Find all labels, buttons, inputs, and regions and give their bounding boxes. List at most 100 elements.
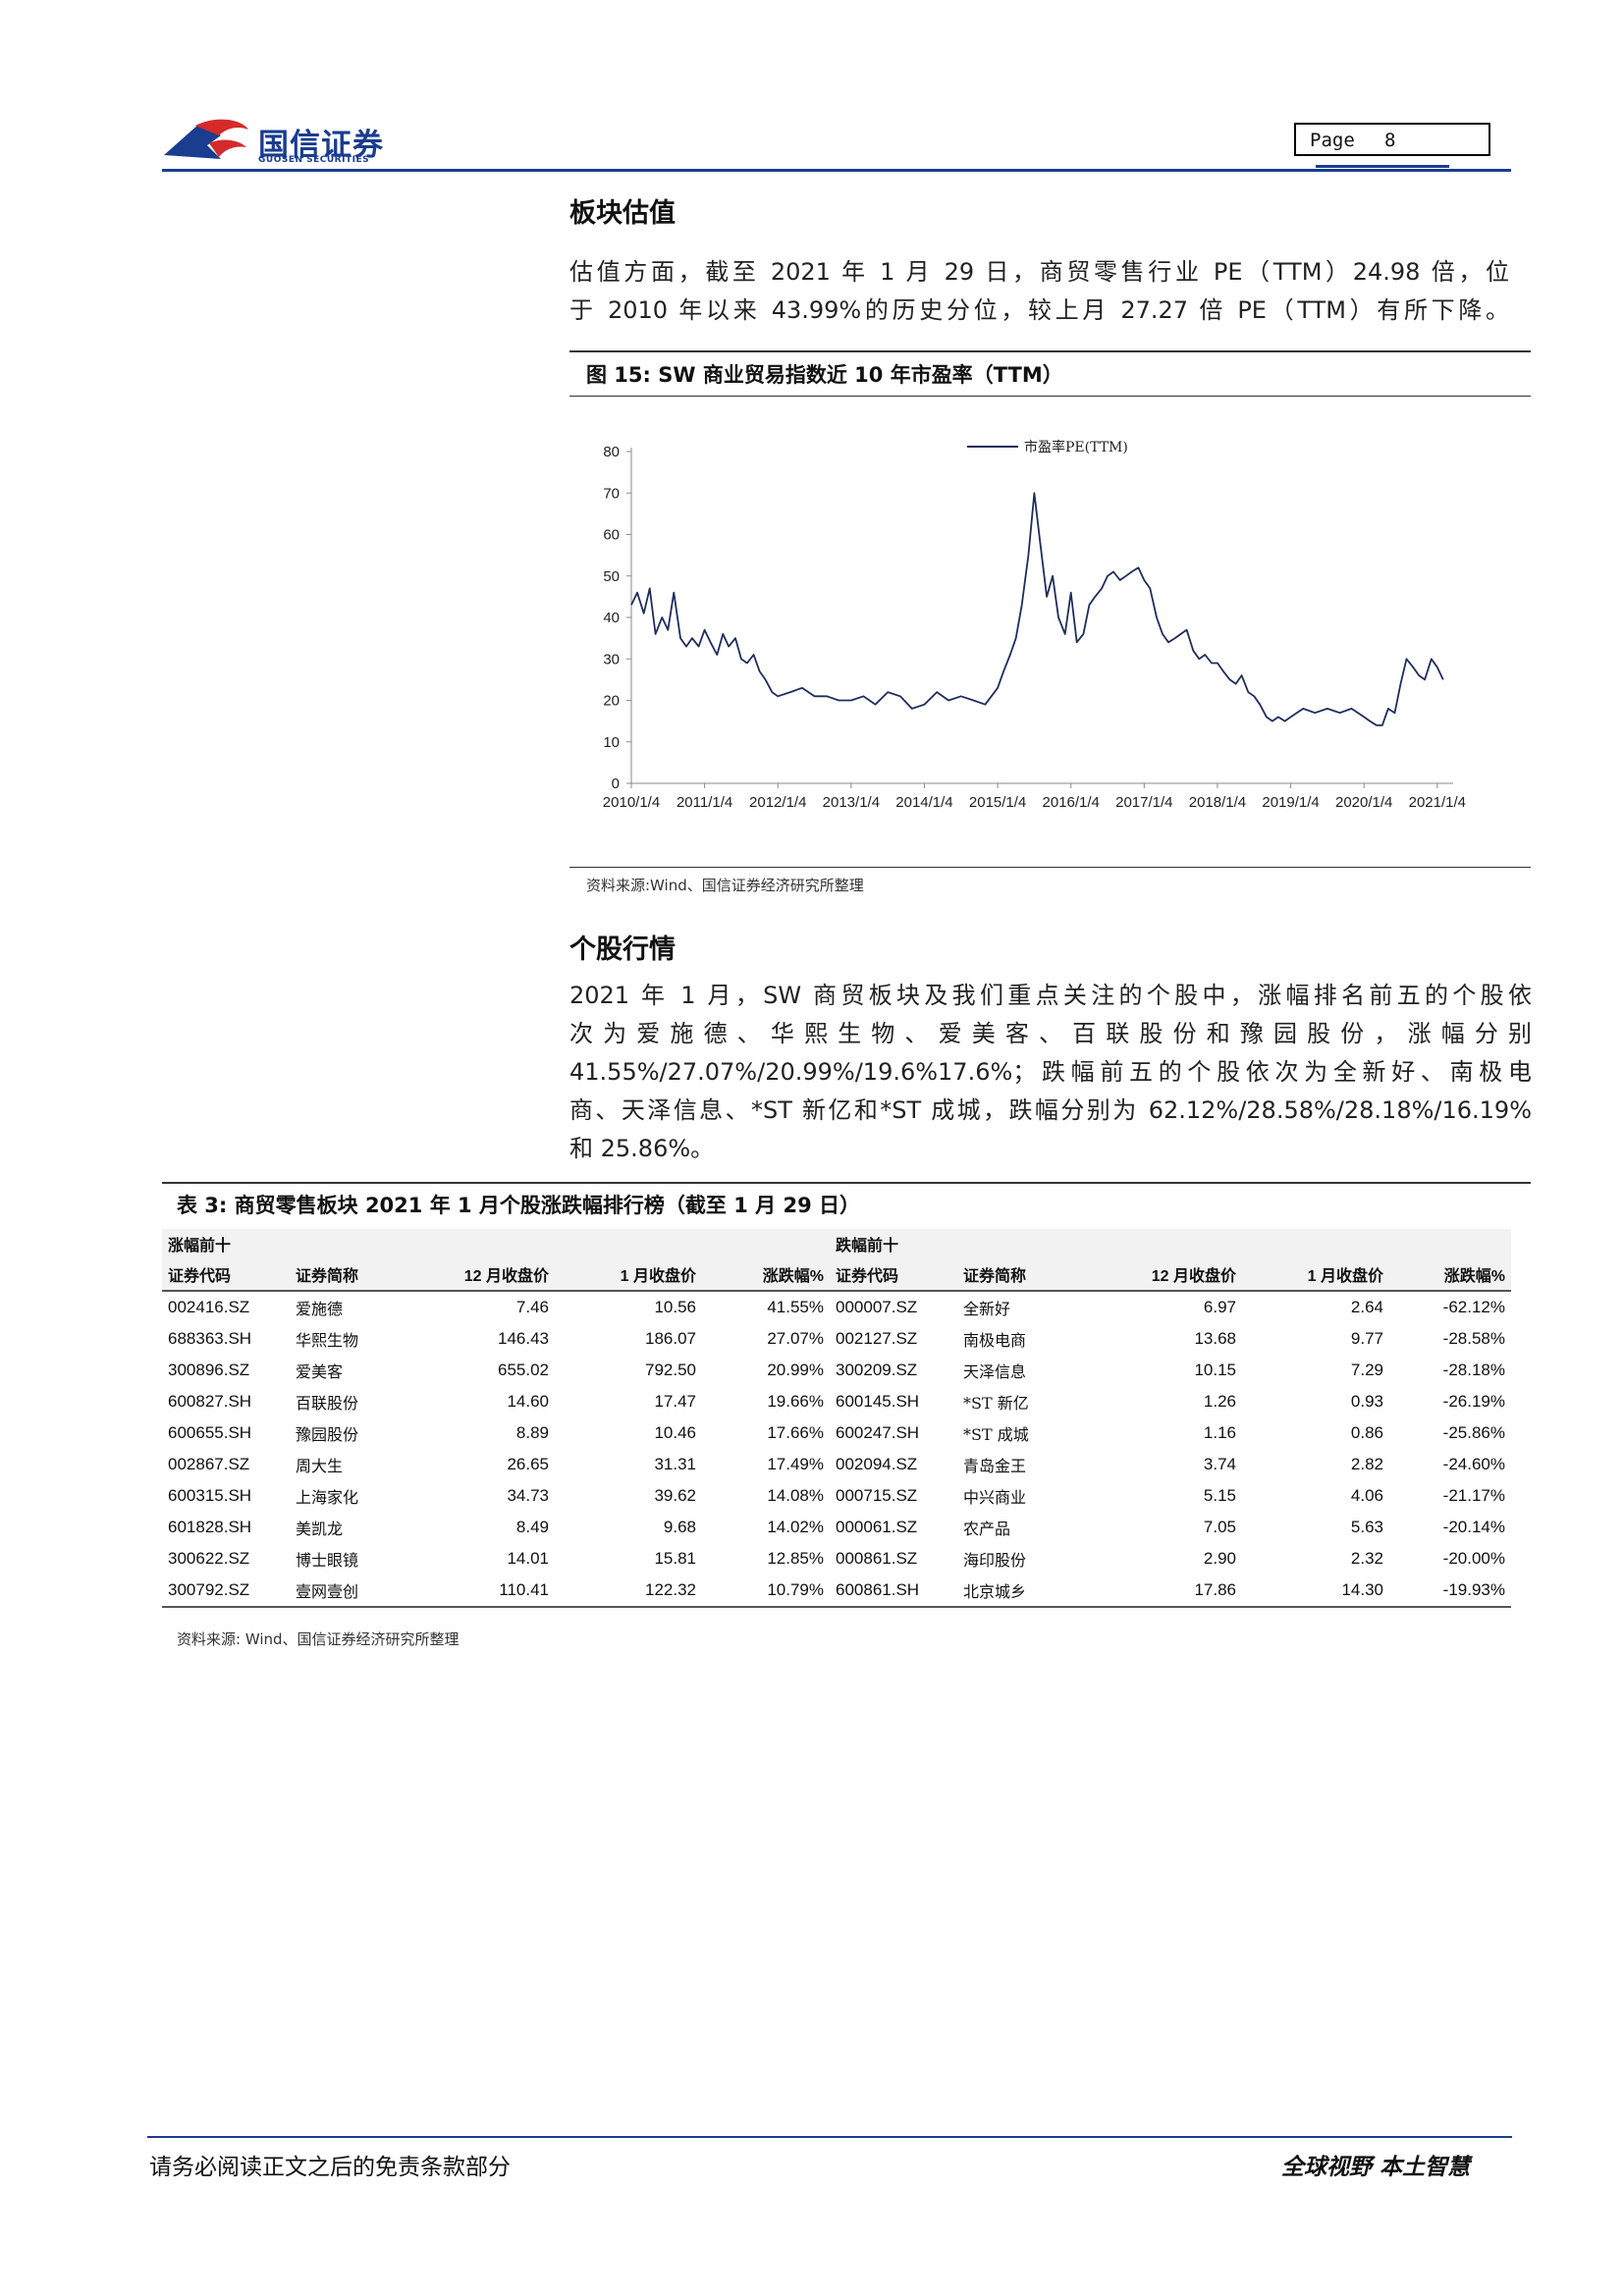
stock-name: 全新好 <box>963 1300 1011 1318</box>
dec-close: 7.46 <box>515 1298 549 1316</box>
jan-close: 10.46 <box>654 1423 696 1442</box>
stock-code: 002416.SZ <box>168 1298 250 1316</box>
change-pct: -28.18% <box>1442 1361 1505 1379</box>
change-pct: -24.60% <box>1442 1455 1505 1473</box>
x-tick-label: 2013/1/4 <box>823 794 880 811</box>
stocks-line-5: 和 25.86%。 <box>569 1135 715 1162</box>
stocks-line-2: 次为爱施德、华熙生物、爱美客、百联股份和豫园股份，涨幅分别 <box>569 1020 1532 1047</box>
figure-title: 图 15: SW 商业贸易指数近 10 年市盈率（TTM） <box>586 363 1063 387</box>
valuation-paragraph: 估值方面，截至 2021 年 1 月 29 日，商贸零售行业 PE（TTM）24… <box>569 253 1509 330</box>
stock-name: 华熙生物 <box>296 1331 359 1350</box>
stock-name: 爱施德 <box>296 1300 344 1318</box>
dec-close: 17.86 <box>1095 1575 1242 1608</box>
stock-code: 600861.SH <box>830 1575 957 1608</box>
col-dec-close: 12 月收盘价 <box>407 1258 555 1292</box>
stock-name: 海印股份 <box>963 1551 1027 1570</box>
table-row: 600315.SH 上海家化 34.73 39.62 14.08% 000715.SZ 中兴… <box>162 1480 1511 1512</box>
col-code: 证券代码 <box>162 1258 290 1292</box>
change-pct: -20.00% <box>1442 1549 1505 1568</box>
change-pct: -62.12% <box>1442 1298 1505 1316</box>
footer-slogan: 全球视野 本土智慧 <box>1281 2154 1471 2180</box>
x-tick-label: 2014/1/4 <box>895 794 952 811</box>
jan-close: 9.68 <box>663 1518 696 1536</box>
valuation-line-2: 于 2010 年以来 43.99%的历史分位，较上月 27.27 倍 PE（TT… <box>569 296 1509 324</box>
table-title: 表 3: 商贸零售板块 2021 年 1 月个股涨跌幅排行榜（截至 1 月 29… <box>177 1194 861 1217</box>
stock-code: 002094.SZ <box>836 1455 918 1473</box>
change-pct: 17.66% <box>767 1423 824 1442</box>
dec-close: 8.49 <box>515 1518 549 1536</box>
x-tick-label: 2011/1/4 <box>677 794 732 811</box>
x-tick-label: 2016/1/4 <box>1043 794 1100 811</box>
jan-close: 2.64 <box>1350 1298 1383 1316</box>
y-axis: 0 10 20 30 40 50 60 70 80 <box>603 444 632 792</box>
figure-top-rule <box>569 350 1531 352</box>
table-row: 600655.SH 豫园股份 8.89 10.46 17.66% 600247.SH *ST… <box>162 1417 1511 1449</box>
header-divider <box>162 169 1511 172</box>
legend-label: 市盈率PE(TTM) <box>1024 439 1128 455</box>
group-gainers: 涨幅前十 <box>162 1229 830 1258</box>
dec-close: 1.26 <box>1203 1392 1236 1411</box>
change-pct: 27.07% <box>767 1329 824 1348</box>
x-tick-label: 2020/1/4 <box>1335 794 1392 811</box>
x-tick-label: 2021/1/4 <box>1409 794 1466 811</box>
stock-code: 000061.SZ <box>836 1518 918 1536</box>
stock-code: 600247.SH <box>836 1423 920 1442</box>
jan-close: 792.50 <box>645 1361 696 1379</box>
stock-name: 农产品 <box>963 1520 1011 1538</box>
stock-code: 600655.SH <box>168 1423 252 1442</box>
stock-name: 爱美客 <box>296 1362 344 1381</box>
series-line-pe-ttm <box>630 492 1444 726</box>
col-jan-close: 1 月收盘价 <box>555 1258 702 1292</box>
stock-name: 青岛金王 <box>963 1457 1027 1475</box>
y-tick-label: 10 <box>603 734 620 751</box>
dec-close: 6.97 <box>1203 1298 1236 1316</box>
y-tick-label: 70 <box>603 485 620 502</box>
figure-title-rule <box>569 396 1531 397</box>
jan-close: 0.86 <box>1350 1423 1383 1442</box>
dec-close: 5.15 <box>1203 1486 1236 1505</box>
table-row: 601828.SH 美凯龙 8.49 9.68 14.02% 000061.SZ 农产品 7.… <box>162 1512 1511 1543</box>
change-pct: -20.14% <box>1442 1518 1505 1536</box>
dec-close: 655.02 <box>498 1361 549 1379</box>
stock-name: 壹网壹创 <box>290 1575 407 1608</box>
stock-name: 博士眼镜 <box>296 1551 359 1570</box>
footer-divider <box>147 2136 1512 2138</box>
table-header-row: 证券代码 证券简称 12 月收盘价 1 月收盘价 涨跌幅% 证券代码 证券简称 … <box>162 1258 1511 1292</box>
y-tick-label: 50 <box>603 568 620 585</box>
page-indicator: Page 8 <box>1294 123 1490 156</box>
change-pct: 10.79% <box>702 1575 830 1608</box>
table-body: 002416.SZ 爱施德 7.46 10.56 41.55% 000007.SZ 全新好 6… <box>162 1291 1511 1608</box>
stocks-paragraph: 2021 年 1 月，SW 商贸板块及我们重点关注的个股中，涨幅排名前五的个股依… <box>569 977 1532 1168</box>
jan-close: 0.93 <box>1350 1392 1383 1411</box>
change-pct: -26.19% <box>1442 1392 1505 1411</box>
x-tick-label: 2017/1/4 <box>1115 794 1172 811</box>
dec-close: 10.15 <box>1194 1361 1236 1379</box>
change-pct: -28.58% <box>1442 1329 1505 1348</box>
pe-line-chart: 0 10 20 30 40 50 60 70 80 2010/1/4 2011/1/4 2012/1… <box>603 439 1466 811</box>
logo-text-cn: 国信证券 <box>258 128 384 163</box>
dec-close: 146.43 <box>498 1329 549 1348</box>
stock-code: 300896.SZ <box>168 1361 250 1379</box>
change-pct: 20.99% <box>767 1361 824 1379</box>
stock-name: 南极电商 <box>963 1331 1027 1350</box>
y-tick-label: 30 <box>603 651 620 667</box>
dec-close: 2.90 <box>1203 1549 1236 1568</box>
dec-close: 1.16 <box>1203 1423 1236 1442</box>
table-row: 300622.SZ 博士眼镜 14.01 15.81 12.85% 000861.SZ 海印… <box>162 1543 1511 1575</box>
stock-code: 600145.SH <box>836 1392 920 1411</box>
y-tick-label: 80 <box>603 444 620 460</box>
footer-disclaimer: 请务必阅读正文之后的免责条款部分 <box>149 2155 511 2180</box>
jan-close: 39.62 <box>654 1486 696 1505</box>
change-pct: -21.17% <box>1442 1486 1505 1505</box>
valuation-heading: 板块估值 <box>569 198 676 229</box>
stocks-line-4: 商、天泽信息、*ST 新亿和*ST 成城，跌幅分别为 62.12%/28.58%… <box>569 1096 1532 1124</box>
change-pct: 14.02% <box>767 1518 824 1536</box>
x-axis: 2010/1/4 2011/1/4 2012/1/4 2013/1/4 2014/1/4… <box>603 782 1466 811</box>
col-code: 证券代码 <box>830 1258 957 1292</box>
jan-close: 10.56 <box>654 1298 696 1316</box>
stock-code: 600315.SH <box>168 1486 252 1505</box>
col-change: 涨跌幅% <box>702 1258 830 1292</box>
stock-code: 601828.SH <box>168 1518 252 1536</box>
x-tick-label: 2018/1/4 <box>1189 794 1246 811</box>
change-pct: 17.49% <box>767 1455 824 1473</box>
